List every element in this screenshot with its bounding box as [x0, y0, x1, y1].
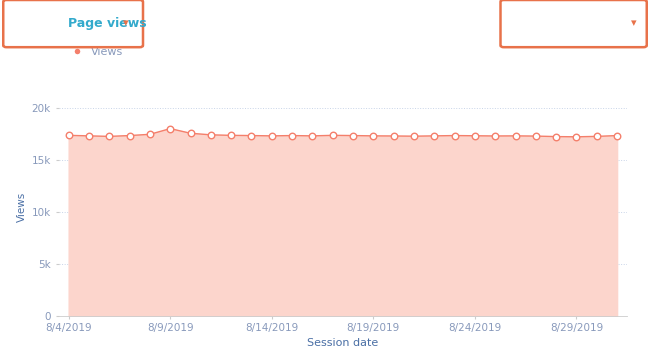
Point: [409, 133, 419, 139]
Point: [124, 132, 135, 138]
Point: [104, 134, 114, 139]
Point: [84, 133, 94, 139]
Point: [205, 132, 216, 138]
Point: [348, 132, 358, 138]
Point: [592, 134, 602, 139]
Legend: Views: Views: [61, 42, 128, 61]
Point: [449, 132, 460, 138]
Point: [429, 133, 439, 139]
Point: [266, 133, 277, 139]
Point: [571, 134, 582, 140]
Point: [185, 130, 196, 136]
Point: [165, 126, 176, 131]
Point: [551, 134, 562, 139]
Point: [490, 133, 501, 139]
Point: [307, 133, 318, 139]
Point: [226, 132, 237, 138]
Point: [287, 132, 297, 138]
X-axis label: Session date: Session date: [307, 338, 378, 348]
Text: ▾: ▾: [631, 19, 636, 29]
Y-axis label: Views: Views: [18, 192, 27, 222]
Point: [145, 131, 155, 137]
Point: [328, 132, 338, 138]
Point: [64, 132, 74, 138]
Text: ▾: ▾: [123, 19, 128, 29]
Point: [389, 133, 399, 139]
Point: [612, 132, 622, 138]
Point: [470, 133, 480, 139]
Point: [530, 133, 541, 139]
Text: Page views: Page views: [68, 17, 146, 30]
Point: [246, 132, 257, 138]
Point: [510, 133, 521, 139]
Point: [368, 133, 378, 139]
